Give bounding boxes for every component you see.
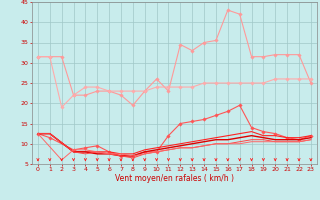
X-axis label: Vent moyen/en rafales ( km/h ): Vent moyen/en rafales ( km/h ) [115,174,234,183]
